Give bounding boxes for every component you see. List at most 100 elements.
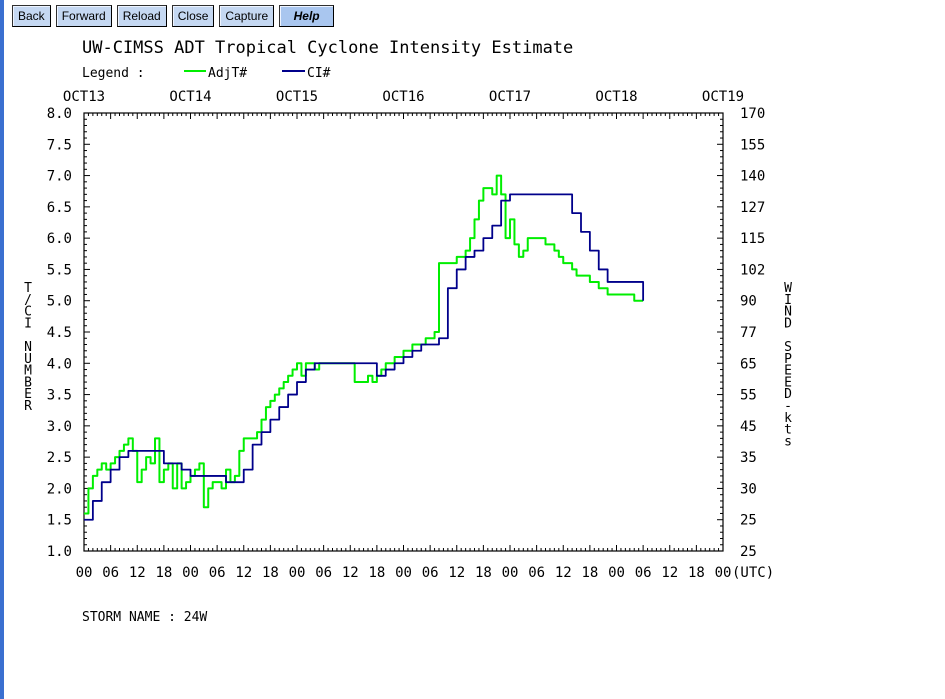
y-axis-title: E bbox=[24, 387, 32, 402]
hour-label: 00 bbox=[395, 565, 412, 581]
hour-label: 12 bbox=[342, 565, 359, 581]
legend-entry-adjt: AdjT# bbox=[208, 66, 247, 81]
y-tick-label: 2.5 bbox=[47, 450, 72, 466]
date-label: OCT18 bbox=[595, 89, 637, 105]
hour-label: 12 bbox=[661, 565, 678, 581]
hour-label: 12 bbox=[129, 565, 146, 581]
y-tick-label: 1.0 bbox=[47, 544, 72, 560]
y-tick-label: 5.0 bbox=[47, 294, 72, 310]
date-label: OCT16 bbox=[382, 89, 424, 105]
y-axis-title: I bbox=[24, 316, 32, 331]
y-axis-title: / bbox=[24, 293, 32, 308]
y-tick-label: 7.5 bbox=[47, 137, 72, 153]
y2-tick-label: 170 bbox=[740, 106, 765, 122]
hour-label: 00 bbox=[715, 565, 732, 581]
date-label: OCT17 bbox=[489, 89, 531, 105]
y2-tick-label: 127 bbox=[740, 200, 765, 216]
hour-label: 18 bbox=[368, 565, 385, 581]
y-tick-label: 2.0 bbox=[47, 481, 72, 497]
y-tick-label: 8.0 bbox=[47, 106, 72, 122]
y2-tick-label: 25 bbox=[740, 513, 757, 529]
legend-entry-ci: CI# bbox=[307, 66, 331, 81]
y2-tick-label: 140 bbox=[740, 169, 765, 185]
y-tick-label: 6.5 bbox=[47, 200, 72, 216]
y2-axis-title: - bbox=[784, 399, 792, 414]
y2-axis-title: t bbox=[784, 423, 792, 438]
y-axis-title: B bbox=[24, 375, 32, 390]
y-axis-title: R bbox=[24, 399, 32, 414]
axis-labels: 1.0 1.5 2.0 2.5 3.0 3.5 4.0 4.5 5.0 5.5 6.0 6.5 7.0 7… bbox=[24, 89, 792, 581]
y-axis-title: C bbox=[24, 305, 32, 320]
series-line-adjt bbox=[84, 174, 644, 515]
hour-label: 18 bbox=[688, 565, 705, 581]
y2-tick-label: 55 bbox=[740, 388, 757, 404]
y2-axis-title: s bbox=[784, 434, 792, 449]
y2-tick-label: 77 bbox=[740, 325, 757, 341]
y2-axis-title: D bbox=[784, 387, 792, 402]
plot-frame bbox=[83, 112, 724, 552]
tick-marks bbox=[83, 112, 724, 552]
y2-tick-label: 155 bbox=[740, 137, 765, 153]
y2-tick-label: 25 bbox=[740, 544, 757, 560]
chart-title: UW-CIMSS ADT Tropical Cyclone Intensity … bbox=[82, 38, 573, 58]
y2-axis-title: P bbox=[784, 352, 792, 367]
hour-label: 06 bbox=[635, 565, 652, 581]
close-button[interactable]: Close bbox=[171, 5, 215, 27]
y2-axis-title: k bbox=[784, 411, 792, 426]
back-button[interactable]: Back bbox=[12, 5, 51, 27]
y-tick-label: 3.0 bbox=[47, 419, 72, 435]
reload-button[interactable]: Reload bbox=[116, 5, 167, 27]
y2-tick-label: 65 bbox=[740, 356, 757, 372]
y2-tick-label: 45 bbox=[740, 419, 757, 435]
y-tick-label: 6.0 bbox=[47, 231, 72, 247]
series-line-ci bbox=[84, 193, 645, 521]
y2-tick-label: 90 bbox=[740, 294, 757, 310]
y-tick-label: 5.5 bbox=[47, 262, 72, 278]
hour-label: 00 bbox=[608, 565, 625, 581]
y-axis-title: N bbox=[24, 340, 32, 355]
hour-label: 00 bbox=[289, 565, 306, 581]
hour-label: 18 bbox=[475, 565, 492, 581]
legend-label: Legend : bbox=[82, 66, 145, 81]
hour-label: 06 bbox=[315, 565, 332, 581]
hour-label: 06 bbox=[209, 565, 226, 581]
capture-button[interactable]: Capture bbox=[219, 5, 275, 27]
y2-axis-title: I bbox=[784, 293, 792, 308]
help-button[interactable]: Help bbox=[279, 5, 335, 27]
y-tick-label: 4.5 bbox=[47, 325, 72, 341]
forward-button[interactable]: Forward bbox=[55, 5, 112, 27]
y2-axis-title: S bbox=[784, 340, 792, 355]
y-tick-label: 1.5 bbox=[47, 513, 72, 529]
hour-label: 18 bbox=[581, 565, 598, 581]
toolbar: Back Forward Reload Close Capture Help bbox=[12, 5, 335, 27]
y-tick-label: 3.5 bbox=[47, 388, 72, 404]
series-lines bbox=[84, 174, 645, 521]
y-tick-label: 4.0 bbox=[47, 356, 72, 372]
y2-axis-title: E bbox=[784, 375, 792, 390]
y-axis-title: T bbox=[24, 281, 32, 296]
y2-axis-title: D bbox=[784, 316, 792, 331]
hour-label: 00 bbox=[182, 565, 199, 581]
date-label: OCT13 bbox=[63, 89, 105, 105]
y2-axis-title: W bbox=[784, 281, 792, 296]
window-left-edge bbox=[0, 0, 4, 699]
y2-tick-label: 115 bbox=[740, 231, 765, 247]
y-axis-title: U bbox=[24, 352, 32, 367]
y-axis-title: M bbox=[24, 364, 32, 379]
date-label: OCT19 bbox=[702, 89, 744, 105]
date-label: OCT14 bbox=[169, 89, 211, 105]
hour-label: 06 bbox=[102, 565, 119, 581]
hour-label: 18 bbox=[155, 565, 172, 581]
hour-label: 00 bbox=[502, 565, 519, 581]
hour-label: 06 bbox=[528, 565, 545, 581]
hour-label: 00 bbox=[76, 565, 93, 581]
utc-label: (UTC) bbox=[732, 565, 774, 581]
hour-label: 18 bbox=[262, 565, 279, 581]
date-label: OCT15 bbox=[276, 89, 318, 105]
hour-label: 06 bbox=[422, 565, 439, 581]
y2-axis-title: N bbox=[784, 305, 792, 320]
y2-tick-label: 102 bbox=[740, 262, 765, 278]
hour-label: 12 bbox=[235, 565, 252, 581]
y2-axis-title: E bbox=[784, 364, 792, 379]
